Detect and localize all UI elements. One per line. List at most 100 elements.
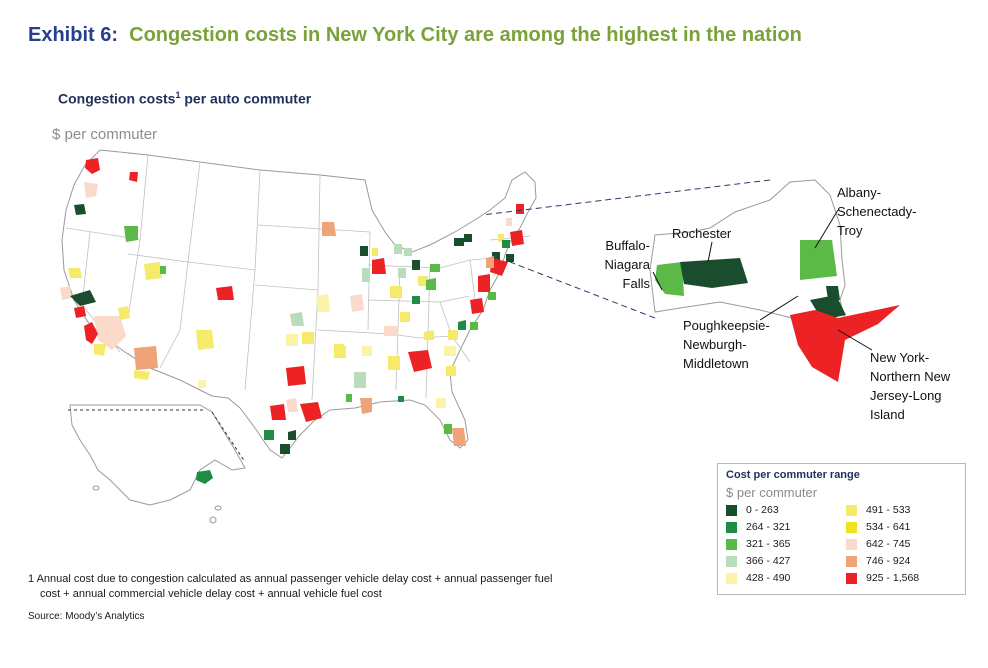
subtitle-text: Congestion costs: [58, 90, 176, 107]
region-rochester-main: [464, 234, 472, 242]
region-omaha: [290, 312, 304, 326]
region-kansas-city: [316, 294, 330, 312]
legend-item-label: 534 - 641: [866, 521, 911, 533]
label-poughkeepsie-3: Middletown: [683, 356, 749, 371]
region-pensacola: [398, 396, 404, 402]
region-madison: [372, 248, 378, 256]
region-duluth: [360, 246, 368, 256]
label-albany-1: Albany-: [837, 185, 881, 200]
region-boston: [510, 230, 524, 246]
label-buffalo-3: Falls: [623, 276, 651, 291]
region-mcallen: [270, 404, 286, 420]
legend-swatch: [846, 521, 857, 533]
region-san-diego: [94, 344, 106, 356]
region-charlotte: [444, 346, 456, 356]
region-providence: [506, 254, 514, 262]
legend-item: 428 - 490: [726, 572, 790, 586]
region-worcester: [502, 240, 510, 248]
region-seattle: [85, 158, 100, 174]
callout-line-buffalo: [652, 271, 663, 291]
region-raleigh: [470, 322, 478, 330]
label-poughkeepsie-2: Newburgh-: [683, 337, 747, 352]
region-albuquerque: [196, 330, 214, 350]
exhibit-title-text: Congestion costs in New York City are am…: [129, 24, 802, 46]
legend-item: 534 - 641: [846, 521, 910, 535]
legend-item: 491 - 533: [846, 504, 910, 518]
label-rochester: Rochester: [672, 226, 732, 241]
region-sacramento: [60, 286, 72, 300]
legend-swatch: [726, 504, 737, 516]
region-st-louis: [350, 294, 364, 312]
footnote: 1 Annual cost due to congestion calculat…: [28, 572, 552, 602]
region-houston: [288, 430, 296, 440]
region-indianapolis: [412, 296, 420, 304]
legend-swatch: [846, 572, 857, 584]
region-san-antonio: [286, 398, 298, 412]
region-mobile: [360, 398, 372, 414]
region-boise: [124, 226, 138, 242]
region-albany: [800, 240, 837, 280]
label-nyc-4: Island: [870, 407, 905, 422]
map-legend: Cost per commuter range $ per commuter 0…: [717, 463, 966, 595]
subtitle-footnote-marker: 1: [175, 90, 181, 100]
callout-line-poughkeepsie: [759, 295, 799, 321]
region-la-core: [84, 322, 98, 344]
region-dc: [470, 298, 484, 314]
map-subtitle: Congestion costs1 per auto commuter: [58, 90, 311, 107]
legend-item-label: 642 - 745: [866, 538, 911, 550]
region-nyc-main: [490, 258, 508, 276]
exhibit-label: Exhibit 6:: [28, 24, 119, 46]
legend-item-label: 925 - 1,568: [866, 572, 920, 584]
region-nashville: [384, 326, 398, 336]
legend-item: 321 - 365: [726, 538, 790, 552]
region-buffalo: [655, 262, 684, 296]
region-salt-lake: [144, 262, 162, 280]
region-okc: [302, 332, 314, 344]
region-portland: [74, 204, 86, 215]
region-orlando: [452, 428, 466, 446]
region-jackson: [354, 372, 366, 388]
region-memphis: [334, 344, 344, 354]
region-philadelphia: [478, 274, 490, 292]
region-phoenix: [134, 346, 158, 370]
region-la: [94, 316, 126, 350]
region-burlington: [506, 218, 512, 226]
region-nyc: [790, 305, 900, 382]
label-buffalo-1: Buffalo-: [605, 238, 650, 253]
footnote-line-1: 1 Annual cost due to congestion calculat…: [28, 573, 553, 585]
region-poughkeepsie-north: [826, 286, 840, 300]
region-columbus: [418, 276, 428, 286]
region-little-rock: [362, 346, 372, 356]
legend-item: 746 - 924: [846, 555, 910, 569]
region-fresno: [74, 306, 86, 318]
callout-line-rochester: [707, 241, 713, 263]
legend-item-label: 321 - 365: [746, 538, 791, 550]
region-denver: [216, 286, 234, 300]
region-richmond: [458, 320, 466, 330]
source-note: Source: Moody’s Analytics: [28, 611, 145, 622]
region-spokane: [129, 172, 138, 182]
legend-swatch: [846, 538, 857, 550]
region-tucson: [134, 370, 150, 380]
region-reno: [68, 268, 82, 278]
legend-item-label: 264 - 321: [746, 521, 791, 533]
legend-item: 366 - 427: [726, 555, 790, 569]
subtitle-text-after: per auto commuter: [180, 90, 312, 107]
legend-item: 642 - 745: [846, 538, 910, 552]
callout-line-nyc: [837, 329, 873, 351]
legend-item-label: 746 - 924: [866, 555, 911, 567]
region-anchorage: [196, 470, 213, 484]
region-wa-south: [84, 182, 98, 198]
region-cleveland: [430, 264, 440, 272]
legend-item-label: 366 - 427: [746, 555, 791, 567]
region-atlanta: [408, 350, 432, 372]
exhibit-title: Exhibit 6: Congestion costs in New York …: [28, 24, 802, 47]
inset-pointer-bottom: [509, 261, 656, 319]
region-peoria: [362, 268, 370, 282]
region-milwaukee: [394, 244, 402, 254]
callout-line-albany: [814, 209, 839, 249]
region-austin: [300, 402, 322, 422]
legend-swatch: [726, 572, 737, 584]
region-albany-main: [454, 238, 464, 246]
